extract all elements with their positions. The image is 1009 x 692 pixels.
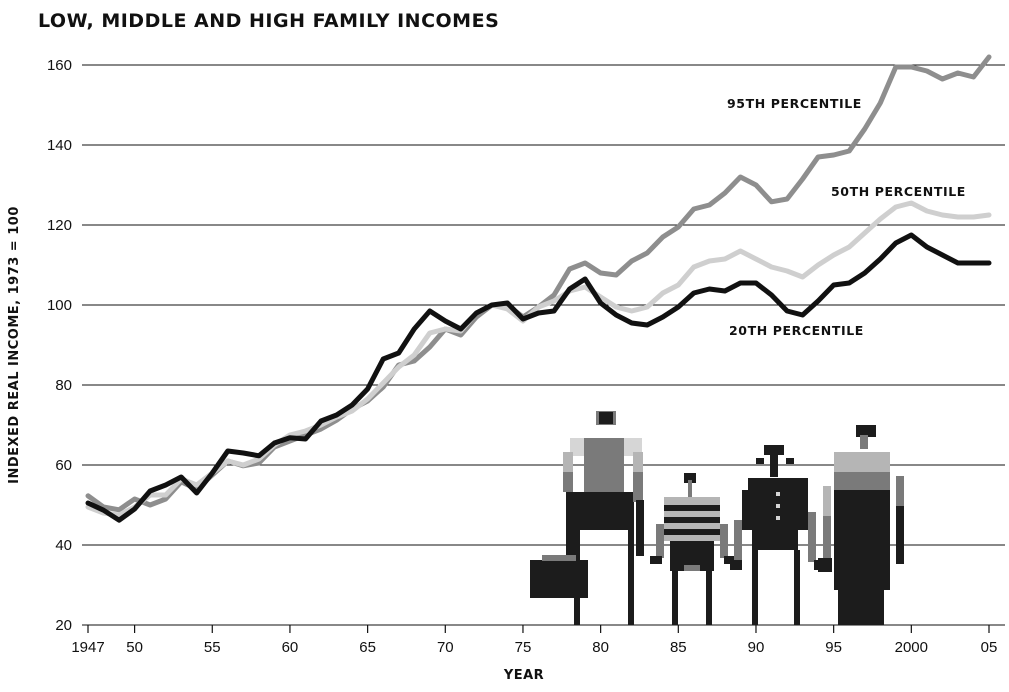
pixel-block <box>734 520 742 562</box>
x-tick-label: 2000 <box>895 639 928 656</box>
y-tick-label: 60 <box>55 457 72 474</box>
x-axis-label: YEAR <box>503 668 544 683</box>
pixel-block <box>742 490 808 530</box>
y-tick-label: 160 <box>47 57 72 74</box>
pixel-block <box>664 511 720 517</box>
pixel-block <box>860 435 868 449</box>
pixel-block <box>628 530 634 625</box>
x-tick-label: 50 <box>126 639 143 656</box>
pixel-block <box>664 535 720 541</box>
pixel-block <box>599 412 613 424</box>
pixel-block <box>818 558 832 572</box>
x-tick-label: 60 <box>282 639 299 656</box>
pixel-block <box>636 500 644 556</box>
pixel-block <box>688 480 692 500</box>
chart-title: LOW, MIDDLE AND HIGH FAMILY INCOMES <box>38 10 499 32</box>
pixel-block <box>834 472 890 490</box>
pixel-block <box>808 512 816 562</box>
pixel-block <box>834 452 890 472</box>
x-tick-label: 75 <box>515 639 532 656</box>
pixel-block <box>664 523 720 529</box>
x-tick-label: 70 <box>437 639 454 656</box>
pixel-block <box>650 556 662 564</box>
pixel-block <box>672 571 678 625</box>
series-labels: 95TH PERCENTILE 50TH PERCENTILE 20TH PERCE… <box>727 96 966 338</box>
pixel-block <box>563 472 573 492</box>
pixel-block <box>838 590 884 625</box>
pixel-block <box>684 473 696 483</box>
y-tick-label: 120 <box>47 217 72 234</box>
y-tick-label: 40 <box>55 537 72 554</box>
pixel-block <box>570 492 634 530</box>
pixel-block <box>776 504 780 508</box>
pixel-family-icon <box>530 411 904 625</box>
series-line <box>85 232 992 523</box>
pixel-block <box>764 445 784 455</box>
x-tick-label: 1947 <box>71 639 104 656</box>
pixel-block <box>664 529 720 535</box>
pixel-block <box>563 452 573 472</box>
x-tick-label: 80 <box>592 639 609 656</box>
pixel-block <box>584 438 624 492</box>
pixel-block <box>664 497 720 505</box>
pixel-block <box>756 458 764 464</box>
pixel-block <box>834 490 890 590</box>
y-tick-label: 20 <box>55 617 72 634</box>
x-tick-label: 65 <box>359 639 376 656</box>
pixel-block <box>566 492 574 556</box>
pixel-block <box>530 560 588 598</box>
x-tick-label: 55 <box>204 639 221 656</box>
series-label: 20TH PERCENTILE <box>729 323 864 338</box>
pixel-block <box>776 492 780 496</box>
x-tick-label: 90 <box>748 639 765 656</box>
pixel-block <box>786 458 794 464</box>
pixel-block <box>823 516 831 560</box>
pixel-block <box>542 555 576 561</box>
pixel-block <box>730 560 742 570</box>
x-tick-label: 95 <box>825 639 842 656</box>
y-tick-label: 140 <box>47 137 72 154</box>
series-label: 95TH PERCENTILE <box>727 96 862 111</box>
pixel-block <box>856 425 876 437</box>
series-line <box>85 54 992 513</box>
pixel-block <box>664 505 720 511</box>
x-tick-label: 85 <box>670 639 687 656</box>
pixel-block <box>752 550 758 625</box>
pixel-block <box>896 506 904 564</box>
y-tick-label: 80 <box>55 377 72 394</box>
pixel-block <box>794 550 800 625</box>
pixel-block <box>664 517 720 523</box>
series-label: 50TH PERCENTILE <box>831 184 966 199</box>
x-tick-label: 05 <box>981 639 998 656</box>
pixel-block <box>684 565 700 571</box>
y-tick-label: 100 <box>47 297 72 314</box>
pixel-block <box>633 452 643 472</box>
pixel-block <box>752 530 798 550</box>
pixel-block <box>633 472 643 502</box>
series-line <box>85 200 992 518</box>
pixel-block <box>770 455 778 477</box>
y-axis-label: INDEXED REAL INCOME, 1973 = 100 <box>7 206 22 484</box>
pixel-block <box>706 571 712 625</box>
pixel-block <box>776 516 780 520</box>
x-tick-labels: 1947 50 55 60 65 70 75 80 85 90 95 2000 05 <box>71 625 997 656</box>
pixel-block <box>896 476 904 506</box>
pixel-block <box>823 486 831 516</box>
series-lines <box>85 54 992 523</box>
y-tick-labels: 20 40 60 80 100 120 140 160 <box>47 57 72 634</box>
pixel-block <box>720 524 728 558</box>
pixel-block <box>656 524 664 558</box>
